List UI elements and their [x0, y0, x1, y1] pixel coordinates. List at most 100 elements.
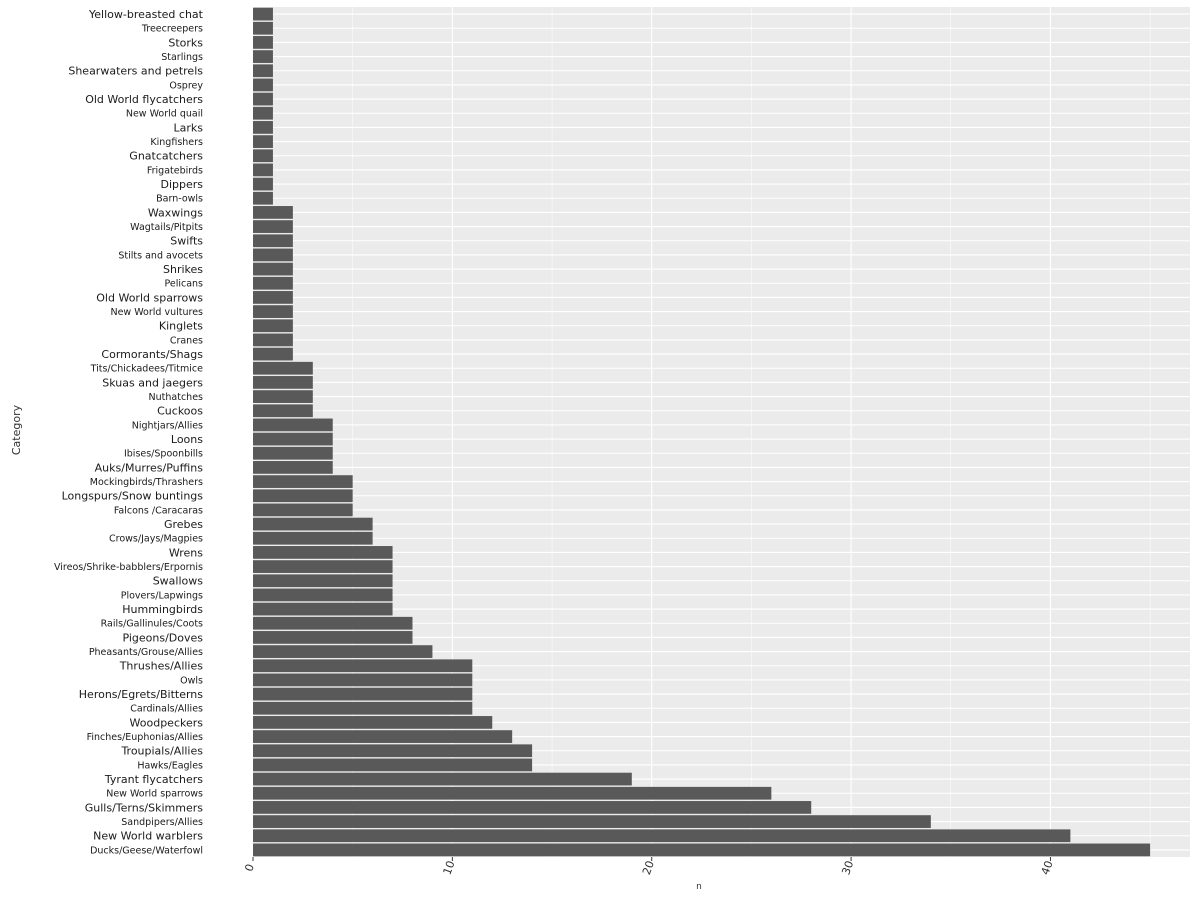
category-label: New World warblers [93, 830, 203, 843]
bar [253, 78, 273, 92]
bar [253, 574, 393, 588]
category-label: Barn-owls [156, 194, 203, 205]
bar [253, 220, 293, 233]
category-label: Pelicans [164, 279, 203, 290]
bar [253, 305, 293, 318]
bar [253, 418, 333, 432]
category-label: Falcons /Caracaras [114, 505, 203, 516]
category-label: New World vultures [110, 307, 203, 318]
bar [253, 404, 313, 418]
bar [253, 687, 473, 701]
bar [253, 546, 393, 559]
bar [253, 489, 353, 503]
category-label: Gnatcatchers [129, 150, 203, 163]
bar [253, 64, 273, 78]
y-axis-title: Category [10, 404, 23, 455]
x-tick-label: 0 [242, 862, 257, 873]
bar [253, 631, 413, 644]
bar [253, 517, 373, 531]
x-tick-label: 30 [839, 859, 856, 877]
category-label: Cranes [170, 335, 203, 346]
bar [253, 461, 333, 474]
category-label: Swallows [153, 575, 204, 588]
category-label: Wrens [169, 546, 203, 559]
bar [253, 262, 293, 276]
bar [253, 92, 273, 106]
bar [253, 234, 293, 248]
bar [253, 206, 293, 219]
category-label: Loons [171, 433, 203, 446]
category-label: New World sparrows [106, 789, 203, 800]
bar [253, 121, 273, 134]
bar [253, 645, 433, 658]
category-label: Stilts and avocets [118, 250, 203, 261]
bar [253, 276, 293, 290]
bar [253, 106, 273, 120]
category-label: Pigeons/Doves [122, 631, 203, 644]
bar [253, 135, 273, 148]
category-label: Auks/Murres/Puffins [95, 461, 204, 474]
x-tick-label: 20 [640, 859, 657, 877]
bar [253, 7, 273, 21]
category-label: Dippers [160, 178, 203, 191]
category-label: Storks [168, 36, 203, 49]
bar [253, 829, 1071, 843]
category-label: Vireos/Shrike-babblers/Erpornis [54, 562, 203, 573]
category-label: Larks [174, 121, 204, 134]
category-label: Skuas and jaegers [102, 376, 203, 389]
bar [253, 333, 293, 347]
category-label: Old World flycatchers [85, 93, 203, 106]
category-label: Tits/Chickadees/Titmice [90, 364, 204, 375]
bar [253, 149, 273, 163]
bar [253, 744, 533, 758]
x-tick-label: 10 [441, 859, 458, 877]
category-label: Woodpeckers [130, 716, 204, 729]
category-label: Nightjars/Allies [132, 420, 203, 431]
category-label: Crows/Jays/Magpies [109, 534, 203, 545]
bar [253, 659, 473, 673]
category-label: Ducks/Geese/Waterfowl [90, 845, 203, 856]
bar [253, 21, 273, 35]
category-label: Gulls/Terns/Skimmers [85, 801, 204, 814]
bars [253, 7, 1151, 857]
bar [253, 347, 293, 361]
bar [253, 673, 473, 687]
category-label: Shearwaters and petrels [68, 65, 203, 78]
category-label: Kinglets [159, 320, 203, 333]
bar [253, 602, 393, 616]
bar [253, 786, 772, 800]
bar [253, 163, 273, 177]
bar [253, 560, 393, 573]
bar [253, 531, 373, 545]
category-label: Ibises/Spoonbills [124, 449, 203, 460]
bar [253, 588, 393, 602]
category-label: Mockingbirds/Thrashers [90, 477, 203, 488]
bar [253, 772, 632, 786]
category-label: Kingfishers [150, 137, 203, 148]
x-axis-ticks: 0 10 20 30 40 [242, 857, 1056, 877]
bar [253, 616, 413, 630]
category-label: Starlings [161, 52, 203, 63]
bar [253, 432, 333, 446]
bar [253, 177, 273, 191]
category-label: Rails/Gallinules/Coots [101, 619, 203, 630]
category-label: Owls [180, 675, 203, 686]
category-label: Cuckoos [157, 405, 203, 418]
category-label: Hawks/Eagles [137, 760, 203, 771]
category-label: Plovers/Lapwings [121, 590, 203, 601]
bar [253, 319, 293, 333]
category-label: Cardinals/Allies [130, 704, 203, 715]
bar [253, 36, 273, 49]
bar [253, 390, 313, 403]
bar [253, 815, 931, 828]
category-label: Finches/Euphonias/Allies [87, 732, 203, 743]
category-label: Waxwings [148, 206, 203, 219]
category-label: New World quail [126, 109, 203, 120]
category-label: Sandpipers/Allies [121, 817, 203, 828]
category-label: Longspurs/Snow buntings [62, 490, 204, 503]
bar [253, 758, 533, 772]
category-label: Osprey [169, 80, 203, 91]
